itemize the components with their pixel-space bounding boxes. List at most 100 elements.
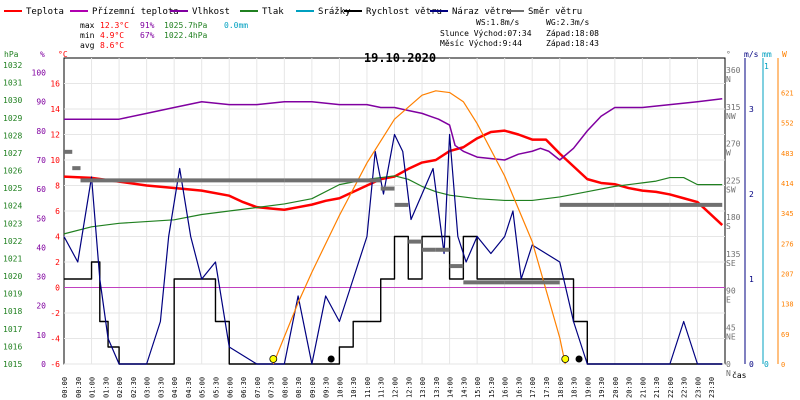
legend: Teplota Přízemní teplota Vlhkost Tlak Sr… [4, 7, 582, 17]
y-tick-pct: 80 [36, 127, 46, 136]
stat-min-label: min [80, 31, 95, 40]
y-tick-dir: 315 [726, 103, 741, 112]
x-tick-label: 22:30 [681, 377, 689, 398]
y-tick-pct: 60 [36, 185, 46, 194]
x-tick-label: 13:30 [433, 377, 441, 398]
moon-marker [575, 355, 583, 363]
y-tick-dir-label: S [726, 222, 731, 231]
info-moon-set: Západ:18:43 [546, 39, 599, 48]
x-tick-label: 20:00 [612, 377, 620, 398]
stat-min-hum: 67% [140, 31, 155, 40]
x-tick-label: 22:00 [667, 377, 675, 398]
y-tick-pct: 100 [32, 69, 47, 78]
y-tick-temp: 0 [55, 284, 60, 293]
x-tick-label: 07:00 [254, 377, 262, 398]
y-tick-mm: 0 [764, 360, 769, 369]
x-tick-label: 19:00 [584, 377, 592, 398]
x-tick-label: 18:00 [557, 377, 565, 398]
moon-marker [327, 355, 335, 363]
x-tick-label: 11:00 [364, 377, 372, 398]
y-tick-temp: 14 [50, 105, 60, 114]
x-tick-label: 23:30 [708, 377, 716, 398]
y-tick-hpa: 1016 [3, 342, 22, 351]
sun-marker [561, 355, 570, 363]
y-tick-temp: 12 [50, 131, 60, 140]
y-tick-hpa: 1022 [3, 237, 22, 246]
x-tick-label: 14:30 [460, 377, 468, 398]
x-tick-label: 17:30 [543, 377, 551, 398]
x-tick-label: 04:00 [171, 377, 179, 398]
x-tick-label: 03:00 [144, 377, 152, 398]
x-tick-label: 20:30 [626, 377, 634, 398]
y-tick-hpa: 1021 [3, 254, 22, 263]
y-tick-hpa: 1023 [3, 219, 22, 228]
y-tick-ms: 1 [749, 275, 754, 284]
x-tick-label: 19:30 [598, 377, 606, 398]
y-tick-wm2: 552 [781, 120, 794, 128]
legend-item: Teplota [26, 7, 64, 17]
legend-item: Srážky [318, 7, 351, 17]
y-tick-dir-label: SE [726, 259, 736, 268]
stat-min-press: 1022.4hPa [164, 31, 208, 40]
y-tick-wm2: 69 [781, 331, 789, 339]
y-tick-dir: 90 [726, 287, 736, 296]
x-tick-label: 15:00 [474, 377, 482, 398]
y-tick-dir-label: W [726, 149, 731, 158]
x-tick-label: 11:30 [378, 377, 386, 398]
x-tick-label: 14:00 [447, 377, 455, 398]
x-tick-label: 01:00 [89, 377, 97, 398]
y-tick-hpa: 1015 [3, 360, 22, 369]
axes-layer: 00:00 00:30 01:00 01:30 02:00 02:30 03:00 03:30… [3, 58, 794, 398]
y-tick-hpa: 1031 [3, 79, 22, 88]
x-tick-label: 18:30 [571, 377, 579, 398]
series-line-vlhkost [64, 98, 723, 161]
stat-max-label: max [80, 21, 95, 30]
y-tick-hpa: 1024 [3, 202, 22, 211]
y-tick-dir: 360 [726, 66, 741, 75]
y-tick-wm2: 138 [781, 301, 794, 309]
y-tick-hpa: 1028 [3, 131, 22, 140]
y-tick-hpa: 1026 [3, 167, 22, 176]
x-tick-label: 23:00 [694, 377, 702, 398]
stat-max-rain: 0.0mm [224, 21, 248, 30]
x-tick-label: 08:00 [281, 377, 289, 398]
stat-max-temp: 12.3°C [100, 21, 129, 30]
mm-unit: mm [762, 50, 772, 59]
stat-min-temp: 4.9°C [100, 31, 124, 40]
y-tick-temp: 8 [55, 182, 60, 191]
x-tick-label: 12:00 [392, 377, 400, 398]
series-layer [63, 90, 724, 365]
y-tick-ms: 2 [749, 190, 754, 199]
legend-item: Náraz větru [452, 7, 512, 17]
x-tick-label: 02:00 [116, 377, 124, 398]
y-tick-hpa: 1030 [3, 96, 22, 105]
y-tick-pct: 20 [36, 302, 46, 311]
y-tick-temp: -4 [50, 335, 60, 344]
x-tick-label: 17:00 [529, 377, 537, 398]
y-tick-wm2: 345 [781, 210, 794, 218]
y-tick-wm2: 207 [781, 271, 794, 279]
y-tick-dir: 270 [726, 140, 741, 149]
y-tick-hpa: 1029 [3, 114, 22, 123]
y-tick-dir: 45 [726, 323, 736, 332]
y-tick-dir: 225 [726, 176, 741, 185]
y-tick-dir-label: SW [726, 185, 736, 194]
x-tick-label: 10:30 [350, 377, 358, 398]
wm2-unit: W [782, 50, 787, 59]
ms-unit: m/s [744, 50, 759, 59]
y-tick-pct: 40 [36, 243, 46, 252]
y-tick-pct: 50 [36, 214, 46, 223]
legend-item: Tlak [262, 7, 284, 17]
series-line-slune-n-z-en- [272, 90, 566, 365]
y-tick-wm2: 621 [781, 90, 794, 98]
x-tick-label: 07:30 [268, 377, 276, 398]
x-tick-label: 06:00 [226, 377, 234, 398]
legend-item: Přízemní teplota [92, 7, 179, 17]
y-tick-dir-label: N [726, 75, 731, 84]
y-tick-temp: 2 [55, 258, 60, 267]
stat-max-press: 1025.7hPa [164, 21, 208, 30]
stat-avg-temp: 8.6°C [100, 41, 124, 50]
y-tick-pct: 90 [36, 98, 46, 107]
